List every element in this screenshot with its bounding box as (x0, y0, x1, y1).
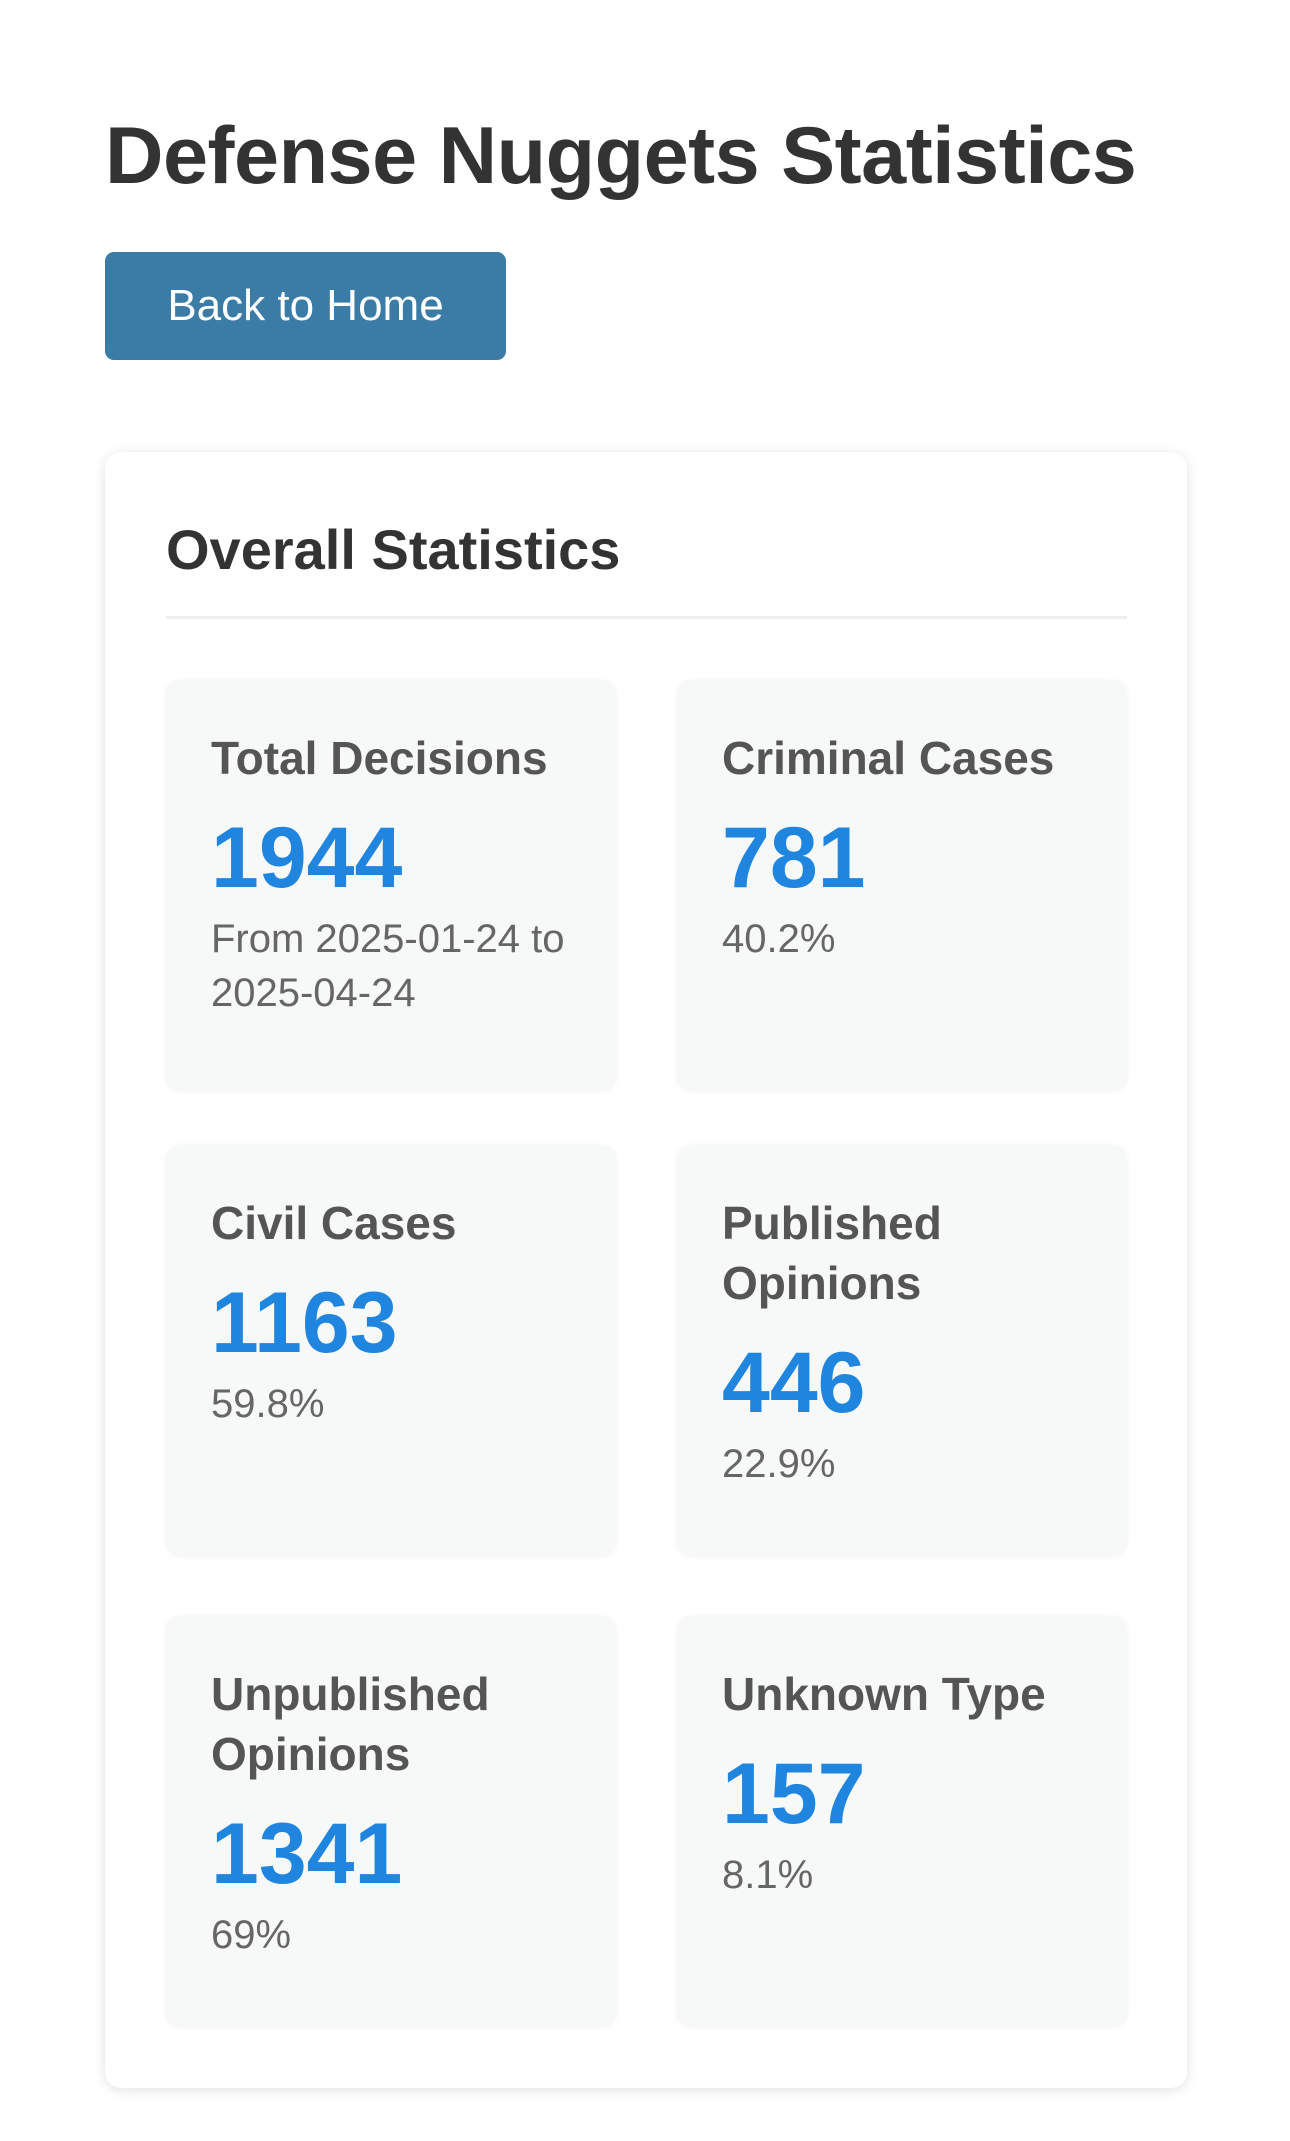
stat-value: 1163 (211, 1275, 398, 1371)
stat-subtext: 59.8% (211, 1382, 325, 1426)
stat-value: 446 (722, 1335, 866, 1431)
divider (166, 616, 1127, 619)
stat-civil-cases: Civil Cases 1163 59.8% (166, 1145, 616, 1555)
stat-label: Civil Cases (211, 1197, 457, 1249)
stat-label: Total Decisions (211, 732, 548, 784)
stat-value: 157 (722, 1746, 866, 1842)
stat-label: Unpublished Opinions (211, 1668, 490, 1780)
overall-statistics-card: Overall Statistics Total Decisions 1944 … (105, 452, 1187, 2088)
stat-value: 1341 (211, 1806, 403, 1902)
stat-subtext: 8.1% (722, 1853, 814, 1897)
stat-total-decisions: Total Decisions 1944 From 2025-01-24 to … (166, 680, 616, 1090)
stat-unpublished-opinions: Unpublished Opinions 1341 69% (166, 1616, 616, 2026)
stat-subtext: 22.9% (722, 1442, 836, 1486)
stat-label: Criminal Cases (722, 732, 1055, 784)
stat-label: Published Opinions (722, 1197, 942, 1309)
page-title: Defense Nuggets Statistics (105, 111, 1137, 201)
stat-unknown-type: Unknown Type 157 8.1% (677, 1616, 1127, 2026)
back-to-home-button[interactable]: Back to Home (105, 252, 506, 360)
stat-subtext: 69% (211, 1913, 292, 1957)
stat-subtext: 40.2% (722, 917, 836, 961)
stat-value: 781 (722, 810, 866, 906)
stat-criminal-cases: Criminal Cases 781 40.2% (677, 680, 1127, 1090)
section-title: Overall Statistics (166, 518, 621, 581)
stat-subtext: From 2025-01-24 to 2025-04-24 (211, 917, 565, 1015)
stat-label: Unknown Type (722, 1668, 1046, 1720)
stat-value: 1944 (211, 810, 403, 906)
stat-published-opinions: Published Opinions 446 22.9% (677, 1145, 1127, 1555)
